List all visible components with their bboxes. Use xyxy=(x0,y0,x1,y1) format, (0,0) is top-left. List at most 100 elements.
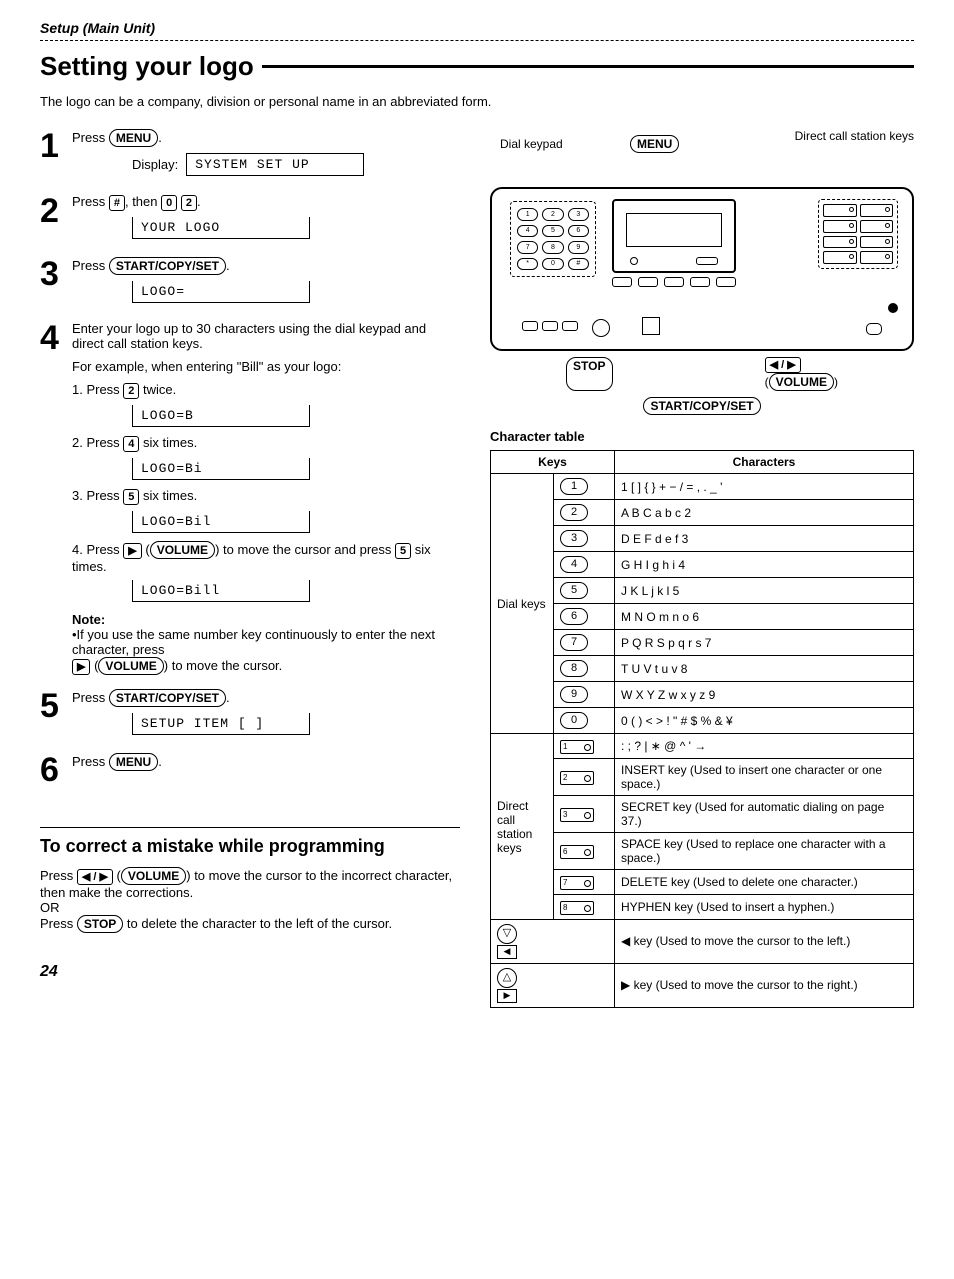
key-cell: 8 xyxy=(554,656,615,682)
table-row: 7 P Q R S p q r s 7 xyxy=(491,630,914,656)
two-key: 2 xyxy=(123,383,139,399)
key-cell: 6 xyxy=(554,604,615,630)
chars-cell: INSERT key (Used to insert one character… xyxy=(615,759,914,796)
table-row: △▶▶ key (Used to move the cursor to the … xyxy=(491,963,914,1007)
dial-key-icon: 7 xyxy=(560,634,588,651)
key-cell: 0 xyxy=(554,708,615,734)
correct-paragraph: Press ◀ / ▶ (VOLUME) to move the cursor … xyxy=(40,867,460,933)
start-copy-set-key: START/COPY/SET xyxy=(109,689,226,707)
hash-key: # xyxy=(109,195,125,211)
correct-or: OR xyxy=(40,900,60,915)
arrow-circle-icon: △ xyxy=(497,968,517,988)
step-number: 1 xyxy=(40,129,72,163)
chars-cell: P Q R S p q r s 7 xyxy=(615,630,914,656)
table-row: Dial keys11 [ ] { } + − / = , . _ ' xyxy=(491,474,914,500)
station-keys-group-label: Direct call station keys xyxy=(491,734,554,920)
arrow-rect-icon: ▶ xyxy=(497,989,517,1003)
chars-cell: SPACE key (Used to replace one character… xyxy=(615,833,914,870)
dial-key-icon: 4 xyxy=(560,556,588,573)
stop-key: STOP xyxy=(77,915,123,933)
key-cell: 1 xyxy=(554,734,615,759)
display-box: LOGO=Bill xyxy=(132,580,310,602)
chars-cell: 0 ( ) < > ! " # $ % & ¥ xyxy=(615,708,914,734)
right-column: Dial keypad MENU Direct call station key… xyxy=(490,129,914,1008)
step-text: Press xyxy=(72,690,109,705)
speaker-icon xyxy=(866,323,882,335)
substep-3: 3. Press 5 six times. LOGO=Bil xyxy=(72,488,460,533)
chars-cell: T U V t u v 8 xyxy=(615,656,914,682)
chars-cell: W X Y Z w x y z 9 xyxy=(615,682,914,708)
chars-cell: SECRET key (Used for automatic dialing o… xyxy=(615,796,914,833)
stop-key-label: STOP xyxy=(566,357,612,391)
dial-key-icon: 0 xyxy=(560,712,588,729)
table-header-keys: Keys xyxy=(491,451,615,474)
key-cell: 9 xyxy=(554,682,615,708)
key-cell: ▽◀ xyxy=(491,920,615,964)
step-6: 6 Press MENU. xyxy=(40,753,460,787)
title-text: Setting your logo xyxy=(40,51,254,82)
table-row: 3D E F d e f 3 xyxy=(491,526,914,552)
right-arrow-key: ▶ xyxy=(123,543,141,559)
intro-text: The logo can be a company, division or p… xyxy=(40,94,914,109)
direct-call-label: Direct call station keys xyxy=(795,129,914,143)
square-button-icon xyxy=(642,317,660,335)
table-row: 2A B C a b c 2 xyxy=(491,500,914,526)
zero-key: 0 xyxy=(161,195,177,211)
start-copy-set-key: START/COPY/SET xyxy=(109,257,226,275)
station-key-icon: 6 xyxy=(560,845,594,859)
step-after: . xyxy=(197,194,201,209)
key-cell: 6 xyxy=(554,833,615,870)
start-copy-set-label: START/COPY/SET xyxy=(643,397,760,415)
substep-text: 4. Press xyxy=(72,542,123,557)
station-key-icon: 8 xyxy=(560,901,594,915)
page-number: 24 xyxy=(40,963,460,981)
step-number: 4 xyxy=(40,321,72,355)
display-box: SETUP ITEM [ ] xyxy=(132,713,310,735)
step-text: Press xyxy=(72,194,109,209)
arrow-keys: ◀ / ▶ xyxy=(77,869,113,885)
table-row: ▽◀◀ key (Used to move the cursor to the … xyxy=(491,920,914,964)
dial-key-icon: 3 xyxy=(560,530,588,547)
key-cell: 8 xyxy=(554,895,615,920)
table-row: 0 0 ( ) < > ! " # $ % & ¥ xyxy=(491,708,914,734)
step-after: . xyxy=(226,258,230,273)
station-key-icon: 3 xyxy=(560,808,594,822)
four-key: 4 xyxy=(123,436,139,452)
step-number: 2 xyxy=(40,194,72,228)
step-text: Enter your logo up to 30 characters usin… xyxy=(72,321,460,351)
display-box: LOGO= xyxy=(132,281,310,303)
button-row-icon xyxy=(612,277,736,287)
step-text: Press xyxy=(72,754,109,769)
section-header: Setup (Main Unit) xyxy=(40,20,914,41)
note-text: to move the cursor. xyxy=(168,658,282,673)
screen-icon xyxy=(612,199,736,273)
two-key: 2 xyxy=(181,195,197,211)
device-diagram: 123 456 789 *0# xyxy=(490,187,914,351)
step-text: , then xyxy=(125,194,161,209)
station-keys-icon xyxy=(818,199,898,269)
step-after: . xyxy=(158,754,162,769)
step-3: 3 Press START/COPY/SET. LOGO= xyxy=(40,257,460,307)
dial-keypad-icon: 123 456 789 *0# xyxy=(510,201,596,277)
display-box: YOUR LOGO xyxy=(132,217,310,239)
volume-key: VOLUME xyxy=(121,867,186,885)
correct-text: Press xyxy=(40,916,77,931)
dial-key-icon: 9 xyxy=(560,686,588,703)
title-rule xyxy=(262,65,914,68)
table-row: Direct call station keys1: ; ? | ∗ @ ^ '… xyxy=(491,734,914,759)
key-cell: 3 xyxy=(554,526,615,552)
character-table: Keys Characters Dial keys11 [ ] { } + − … xyxy=(490,450,914,1008)
substep-text: 3. Press xyxy=(72,488,123,503)
table-row: 6 SPACE key (Used to replace one characte… xyxy=(491,833,914,870)
key-cell: 1 xyxy=(554,474,615,500)
key-cell: 2 xyxy=(554,759,615,796)
display-box: LOGO=B xyxy=(132,405,310,427)
small-buttons-icon xyxy=(522,321,578,331)
table-row: 8T U V t u v 8 xyxy=(491,656,914,682)
dial-key-icon: 6 xyxy=(560,608,588,625)
dial-keys-group-label: Dial keys xyxy=(491,474,554,734)
volume-key: VOLUME xyxy=(98,657,163,675)
table-row: 8HYPHEN key (Used to insert a hyphen.) xyxy=(491,895,914,920)
table-row: 9 W X Y Z w x y z 9 xyxy=(491,682,914,708)
key-cell: 3 xyxy=(554,796,615,833)
